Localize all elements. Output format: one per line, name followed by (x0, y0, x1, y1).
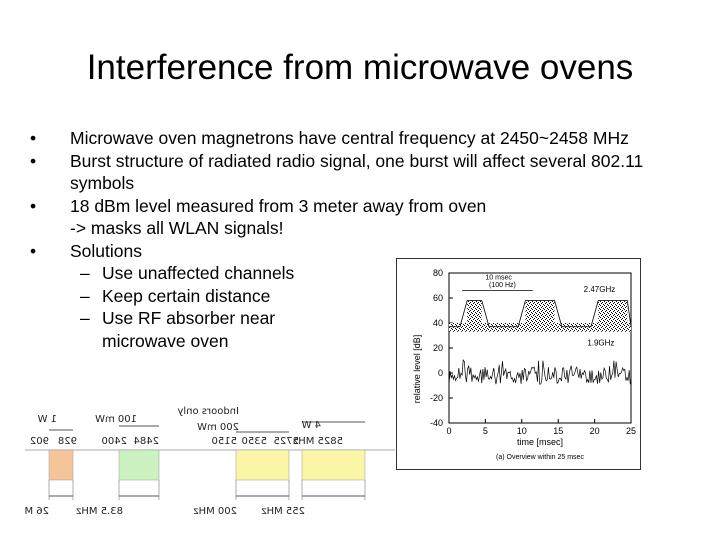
bandwidth-label: 255 MHz (261, 506, 305, 517)
bullet-list: • Microwave oven magnetrons have central… (30, 127, 700, 352)
freq-label: 5725 (274, 436, 299, 447)
bullet-dot: • (30, 128, 37, 148)
y-tick-label: 80 (433, 268, 443, 278)
freq-label: 902 (30, 436, 49, 447)
plot-frame (448, 272, 632, 424)
band-5150mhz (235, 449, 290, 481)
bullet-text: Burst structure of radiated radio signal… (70, 150, 644, 171)
sub-bullet-item: – Keep certain distance (30, 285, 700, 308)
annotation-2-47ghz: 2.47GHz (584, 285, 616, 294)
chart-caption: (a) Overview within 25 msec (496, 454, 584, 461)
y-tick-label: 40 (433, 318, 443, 328)
series-247ghz-floor (449, 323, 631, 332)
bullet-dot: • (30, 240, 37, 261)
series-247ghz-line (449, 300, 632, 328)
annotation-1-9ghz: 1.9GHz (587, 339, 614, 348)
interference-chart: relative level [dB] 80 60 40 20 0 -20 -40 0 5 10… (396, 258, 641, 470)
x-tick-label: 0 (446, 426, 451, 436)
y-tick-label: 0 (438, 368, 443, 378)
slide-title: Interference from microwave ovens (86, 48, 634, 87)
freq-label: 928 (58, 436, 77, 447)
spectrum-band-figure: 902 928 2400 2484 5150 5350 5725 5825 MH… (25, 406, 395, 517)
annotation-10msec: 10 msec (485, 274, 512, 281)
bullet-text: Microwave oven magnetrons have central f… (70, 128, 629, 148)
bullet-text: Solutions (70, 240, 142, 261)
y-axis-label: relative level [dB] (412, 335, 422, 404)
sub-bullet-dash: – (80, 308, 90, 328)
x-axis-label: time [msec] (517, 437, 563, 447)
series-layer (448, 290, 632, 385)
y-tick-label: 60 (433, 293, 443, 303)
x-tick-label: 10 (517, 426, 527, 436)
power-label: 4 W (301, 420, 321, 431)
sub-bullet-dash: – (80, 263, 90, 283)
freq-label: 5150 (212, 436, 237, 447)
power-label: 200 mW (197, 422, 239, 433)
x-tick-label: 25 (626, 426, 636, 436)
bullet-item: • 18 dBm level measured from 3 meter awa… (30, 195, 700, 240)
freq-label: 2400 (102, 436, 127, 447)
power-label: 100 mW (95, 414, 137, 425)
x-ticks: 0 5 10 15 20 25 (446, 419, 636, 436)
y-tick-label: -20 (430, 393, 443, 403)
bullet-dot: • (30, 150, 37, 171)
sub-bullet-text: Use RF absorber near (102, 308, 276, 328)
bandwidth-label: 83.5 MHz (76, 506, 123, 517)
power-label: 1 W (37, 414, 57, 425)
y-tick-label: 20 (433, 343, 443, 353)
y-tick-label: -40 (430, 418, 443, 428)
x-tick-label: 15 (553, 426, 563, 436)
bullet-item: • Microwave oven magnetrons have central… (30, 127, 700, 150)
sub-bullet-dash: – (80, 285, 90, 306)
bullet-text: 18 dBm level measured from 3 meter away … (70, 195, 487, 216)
series-19ghz-line (448, 359, 631, 385)
sub-bullet-item: – Use unaffected channels (30, 262, 700, 285)
band-2400mhz (118, 449, 160, 481)
bullet-continuation: symbols (70, 173, 135, 193)
sub-bullet-text: Use unaffected channels (102, 263, 295, 283)
annotation-100hz: (100 Hz) (489, 282, 516, 289)
bandwidth-label: 200 MHz (193, 506, 237, 517)
sub-bullet-item: – Use RF absorber near (30, 307, 700, 330)
series-247ghz-burst (467, 300, 482, 330)
sub-bullet-text: Keep certain distance (102, 285, 271, 306)
power-label: Indoors only (177, 406, 239, 417)
bullet-item: • Burst structure of radiated radio sign… (30, 150, 700, 195)
x-tick-label: 5 (483, 426, 488, 436)
bandwidth-label: 26 MHz (25, 506, 49, 517)
y-ticks: 80 60 40 20 0 -20 -40 (430, 268, 453, 428)
freq-label: 5350 (242, 436, 267, 447)
band-5725mhz (301, 449, 366, 481)
bullet-continuation: -> masks all WLAN signals! (70, 218, 284, 238)
band-900mhz (48, 449, 74, 481)
bullet-dot: • (30, 195, 37, 216)
annotation-layer: 10 msec (100 Hz) 2.47GHz 1.9GHz (485, 274, 615, 347)
x-tick-label: 20 (590, 426, 600, 436)
freq-label: 2484 (134, 436, 159, 447)
sub-bullet-text: microwave oven (102, 330, 229, 351)
bullet-item: • Solutions (30, 240, 700, 263)
freq-label: 5825 MHz (293, 436, 343, 447)
sub-bullet-item: microwave oven (30, 330, 700, 353)
